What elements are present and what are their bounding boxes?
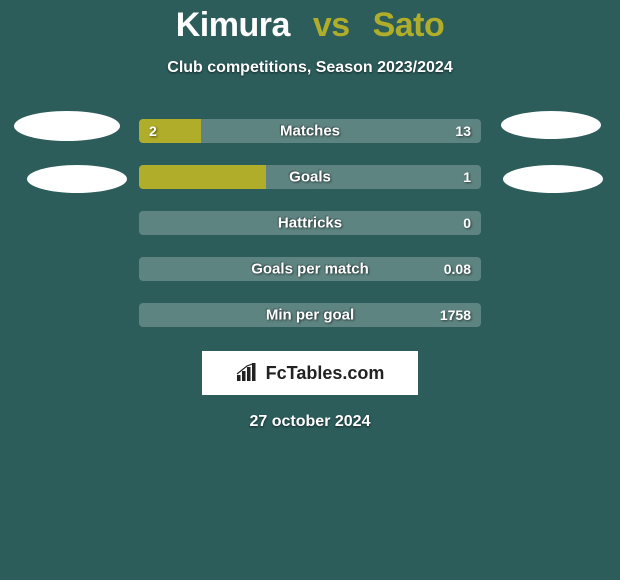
ellipse-icon [503, 165, 603, 193]
bar-right-value: 1 [463, 169, 471, 185]
subtitle: Club competitions, Season 2023/2024 [0, 59, 620, 77]
left-badge-group [7, 111, 127, 193]
bar-fill [139, 119, 201, 143]
right-badge-group [501, 111, 601, 193]
logo-text: FcTables.com [266, 363, 385, 384]
bar-row: Hattricks 0 [139, 211, 481, 235]
ellipse-icon [14, 111, 120, 141]
bar-right-value: 1758 [440, 307, 471, 323]
bar-right-value: 0.08 [444, 261, 471, 277]
logo-text-bold: Fc [266, 363, 287, 383]
date-text: 27 october 2024 [0, 413, 620, 431]
bar-chart: 2Matches13Goals1Hattricks0Goals per matc… [139, 119, 481, 327]
chart-area: 2Matches13Goals1Hattricks0Goals per matc… [0, 119, 620, 327]
bar-row: Goals 1 [139, 165, 481, 189]
title-vs: vs [313, 6, 350, 44]
bar-row: 2Matches13 [139, 119, 481, 143]
page-title: Kimura vs Sato [0, 0, 620, 45]
bar-chart-icon [236, 363, 260, 383]
bar-label: Hattricks [278, 215, 342, 232]
bar-right-value: 13 [455, 123, 471, 139]
logo-text-rest: Tables.com [287, 363, 385, 383]
bar-row: Goals per match 0.08 [139, 257, 481, 281]
fctables-logo: FcTables.com [202, 351, 418, 395]
bar-label: Goals [289, 169, 331, 186]
ellipse-icon [27, 165, 127, 193]
bar-fill [139, 165, 266, 189]
bar-right-value: 0 [463, 215, 471, 231]
title-player2: Sato [373, 6, 445, 44]
bar-label: Matches [280, 123, 340, 140]
comparison-infographic: Kimura vs Sato Club competitions, Season… [0, 0, 620, 580]
title-player1: Kimura [176, 6, 290, 44]
ellipse-icon [501, 111, 601, 139]
bar-row: Min per goal 1758 [139, 303, 481, 327]
bar-label: Goals per match [251, 261, 369, 278]
bar-label: Min per goal [266, 307, 354, 324]
